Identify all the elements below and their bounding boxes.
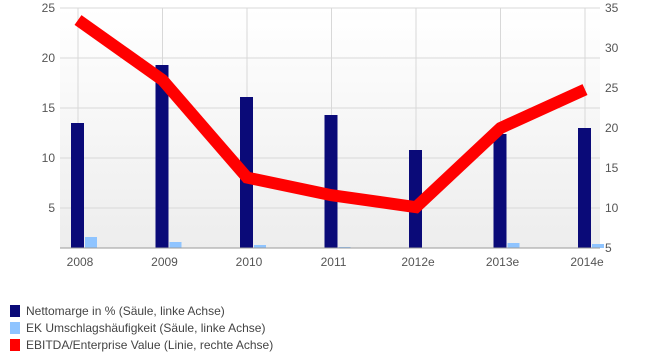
left-tick-label-4: 5 bbox=[48, 201, 55, 215]
left-tick-label-0: 25 bbox=[42, 1, 56, 15]
x-tick-label-3: 2011 bbox=[321, 255, 347, 269]
legend-swatch-ebitda-ev bbox=[10, 338, 20, 351]
bar-ek-umschlag-5 bbox=[507, 243, 520, 248]
legend-swatch-nettomarge bbox=[10, 304, 20, 317]
bar-nettomarge-4 bbox=[409, 150, 422, 248]
bar-ek-umschlag-0 bbox=[85, 237, 97, 248]
bar-nettomarge-3 bbox=[324, 115, 338, 248]
right-tick-label-3: 20 bbox=[605, 121, 619, 135]
bar-nettomarge-5 bbox=[493, 134, 507, 248]
right-tick-label-5: 10 bbox=[605, 201, 619, 215]
bar-ek-umschlag-6 bbox=[592, 244, 604, 248]
right-tick-label-6: 5 bbox=[605, 241, 612, 255]
legend-label-ebitda-ev: EBITDA/Enterprise Value (Linie, rechte A… bbox=[26, 337, 274, 352]
legend-item-ebitda-ev: EBITDA/Enterprise Value (Linie, rechte A… bbox=[10, 336, 610, 353]
left-tick-label-1: 20 bbox=[42, 51, 56, 65]
legend-item-ek-umschlag: EK Umschlagshäufigkeit (Säule, linke Ach… bbox=[10, 319, 610, 336]
x-tick-label-1: 2009 bbox=[151, 255, 178, 269]
bar-nettomarge-1 bbox=[155, 65, 169, 248]
combo-chart: 25 20 15 10 5 35 30 25 20 15 10 5 2008 2009 2010 2011 20… bbox=[42, 1, 619, 269]
legend-label-ek-umschlag: EK Umschlagshäufigkeit (Säule, linke Ach… bbox=[26, 320, 266, 335]
x-tick-label-2: 2010 bbox=[236, 255, 263, 269]
legend-swatch-ek-umschlag bbox=[10, 321, 20, 334]
bar-nettomarge-0 bbox=[71, 123, 84, 248]
right-tick-label-1: 30 bbox=[605, 41, 619, 55]
bar-ek-umschlag-1 bbox=[169, 242, 182, 248]
legend: Nettomarge in % (Säule, linke Achse) EK … bbox=[10, 302, 610, 353]
left-tick-label-2: 15 bbox=[42, 101, 56, 115]
right-tick-label-0: 35 bbox=[605, 1, 619, 15]
right-tick-label-2: 25 bbox=[605, 81, 619, 95]
legend-label-nettomarge: Nettomarge in % (Säule, linke Achse) bbox=[26, 303, 225, 318]
legend-item-nettomarge: Nettomarge in % (Säule, linke Achse) bbox=[10, 302, 610, 319]
x-tick-label-4: 2012e bbox=[401, 255, 435, 269]
right-tick-label-4: 15 bbox=[605, 161, 619, 175]
x-tick-label-0: 2008 bbox=[67, 255, 94, 269]
bar-ek-umschlag-2 bbox=[254, 245, 266, 248]
x-tick-label-5: 2013e bbox=[486, 255, 520, 269]
line-ebitda-ev bbox=[74, 15, 588, 214]
bar-nettomarge-6 bbox=[578, 128, 591, 248]
x-tick-label-6: 2014e bbox=[570, 255, 604, 269]
chart-area: 25 20 15 10 5 35 30 25 20 15 10 5 2008 2009 2010 2011 20… bbox=[42, 1, 619, 269]
left-tick-label-3: 10 bbox=[42, 151, 56, 165]
